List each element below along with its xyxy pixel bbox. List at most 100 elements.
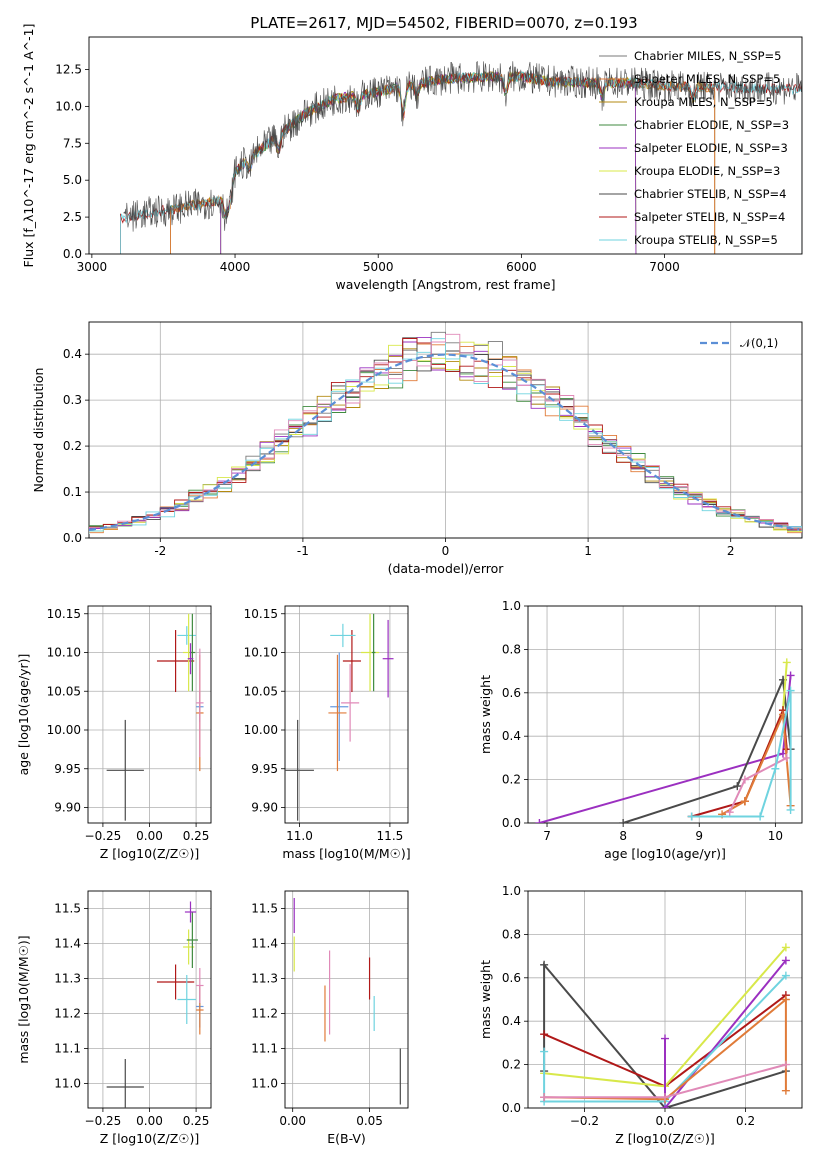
- tick-label-y: 11.4: [251, 937, 278, 951]
- tick-label-y: 11.5: [251, 902, 278, 916]
- panel-residuals: -2 -1 0 1 2 0.0 0.1 0.2 0.3 0.4 (data-model)/error…: [31, 321, 803, 576]
- plot-area: [293, 898, 401, 1105]
- legend-label: Kroupa MILES, N_SSP=5: [634, 95, 773, 109]
- series-line: [543, 974, 787, 1103]
- tick-label-x: 10: [768, 829, 783, 843]
- spectrum-line: [123, 60, 802, 232]
- series-marker: [740, 797, 749, 806]
- tick-label-y: 11.2: [251, 1007, 278, 1021]
- tick-label-y: 0.0: [63, 247, 82, 261]
- tick-label-y: 10.15: [244, 607, 278, 621]
- panel-age-vs-mass: 11.0 11.5 9.90 9.95 10.00 10.05 10.10 10.15 mass…: [244, 605, 411, 861]
- panel-mass-vs-Z: −0.25 0.00 0.25 11.0 11.1 11.2 11.3 11.4 11.5 Z […: [16, 890, 212, 1146]
- series-marker: [786, 671, 795, 680]
- tick-label-y: 1.0: [502, 884, 521, 898]
- series-marker: [782, 753, 791, 762]
- tick-label-y: 10.0: [55, 99, 82, 113]
- y-axis-label: Flux [f_λ10^-17 erg cm^-2 s^-1 A^-1]: [21, 24, 36, 268]
- series-marker: [786, 805, 795, 814]
- tick-label-x: −0.25: [85, 829, 122, 843]
- tick-label-y: 11.2: [54, 1007, 81, 1021]
- series-line: [544, 997, 787, 1101]
- tick-label-y: 0.4: [502, 1014, 521, 1028]
- tick-label-y: 10.10: [47, 646, 81, 660]
- y-axis-label: mass weight: [478, 675, 493, 754]
- x-axis-label: (data-model)/error: [388, 561, 505, 576]
- axes-frame: [88, 36, 803, 255]
- tick-label-y: 9.90: [54, 801, 81, 815]
- tick-label-y: 0.2: [502, 773, 521, 787]
- tick-label-x: 6000: [506, 260, 537, 274]
- tick-label-y: 10.00: [47, 723, 81, 737]
- plot-area: [106, 613, 204, 821]
- panel-spectrum: Chabrier MILES, N_SSP=5 Salpeter MILES, N…: [21, 24, 803, 292]
- tick-label-x: 11.0: [286, 829, 313, 843]
- tick-label-y: 11.3: [54, 972, 81, 986]
- y-axis-label: mass weight: [478, 960, 493, 1039]
- plot-area: [120, 60, 802, 254]
- normal-curve: [89, 353, 800, 531]
- x-axis-label: Z [log10(Z/Z☉)]: [100, 1131, 200, 1146]
- axes-frame: [87, 605, 212, 824]
- series-marker: [540, 960, 549, 969]
- tick-label-y: 11.4: [54, 937, 81, 951]
- legend-label: Chabrier ELODIE, N_SSP=3: [634, 118, 789, 132]
- tick-label-y: 0.0: [502, 1101, 521, 1115]
- tick-label-y: 0.4: [63, 347, 82, 361]
- series-marker: [781, 1086, 790, 1095]
- plot-area: [89, 331, 802, 534]
- tick-label-x: 7: [543, 829, 551, 843]
- legend-label: Chabrier MILES, N_SSP=5: [634, 49, 781, 63]
- tick-label-x: -1: [297, 544, 309, 558]
- tick-label-x: 0.25: [183, 1114, 210, 1128]
- figure-title: PLATE=2617, MJD=54502, FIBERID=0070, z=0…: [250, 14, 637, 32]
- tick-label-y: 11.0: [251, 1077, 278, 1091]
- tick-label-y: 11.3: [251, 972, 278, 986]
- tick-label-x: 0.00: [136, 829, 163, 843]
- tick-label-x: 11.5: [377, 829, 404, 843]
- tick-label-y: 5.0: [63, 173, 82, 187]
- series-marker: [756, 812, 765, 821]
- plot-area: [540, 943, 790, 1108]
- tick-label-x: 0.00: [136, 1114, 163, 1128]
- tick-label-y: 0.6: [502, 971, 521, 985]
- series-marker: [781, 971, 790, 980]
- plot-area: [106, 901, 204, 1108]
- tick-label-x: 4000: [220, 260, 251, 274]
- axes-frame: [88, 321, 803, 539]
- tick-label-x: 0.25: [183, 829, 210, 843]
- legend-label: Salpeter ELODIE, N_SSP=3: [634, 141, 788, 155]
- tick-label-x: 8: [619, 829, 627, 843]
- tick-label-y: 0.2: [63, 439, 82, 453]
- series-line: [664, 959, 787, 1108]
- series-marker: [781, 943, 790, 952]
- legend-label: Chabrier STELIB, N_SSP=4: [634, 187, 786, 201]
- tick-label-y: 1.0: [502, 599, 521, 613]
- series-marker: [781, 1060, 790, 1069]
- y-axis-label: age [log10(age/yr)]: [16, 654, 31, 776]
- series-marker: [786, 686, 795, 695]
- tick-label-y: 0.0: [63, 531, 82, 545]
- tick-label-y: 9.90: [251, 801, 278, 815]
- tick-label-x: 9: [695, 829, 703, 843]
- y-axis-label: Normed distribution: [31, 368, 46, 493]
- series-marker: [781, 956, 790, 965]
- tick-label-x: −0.2: [570, 1114, 599, 1128]
- tick-label-y: 0.4: [502, 729, 521, 743]
- tick-label-y: 7.5: [63, 136, 82, 150]
- tick-label-y: 11.0: [54, 1077, 81, 1091]
- axes-frame: [284, 605, 409, 824]
- tick-label-y: 0.0: [502, 816, 521, 830]
- legend-label: Salpeter STELIB, N_SSP=4: [634, 210, 785, 224]
- tick-label-y: 0.2: [502, 1058, 521, 1072]
- series-marker: [661, 1093, 669, 1102]
- tick-label-y: 0.3: [63, 393, 82, 407]
- x-axis-label: age [log10(age/yr)]: [604, 846, 726, 861]
- y-axis-label: mass [log10(M/M☉)]: [16, 935, 31, 1063]
- x-axis-label: wavelength [Angstrom, rest frame]: [335, 277, 555, 292]
- tick-label-y: 0.8: [502, 642, 521, 656]
- tick-label-y: 12.5: [55, 62, 82, 76]
- x-axis-label: mass [log10(M/M☉)]: [282, 846, 410, 861]
- tick-label-x: -2: [154, 544, 166, 558]
